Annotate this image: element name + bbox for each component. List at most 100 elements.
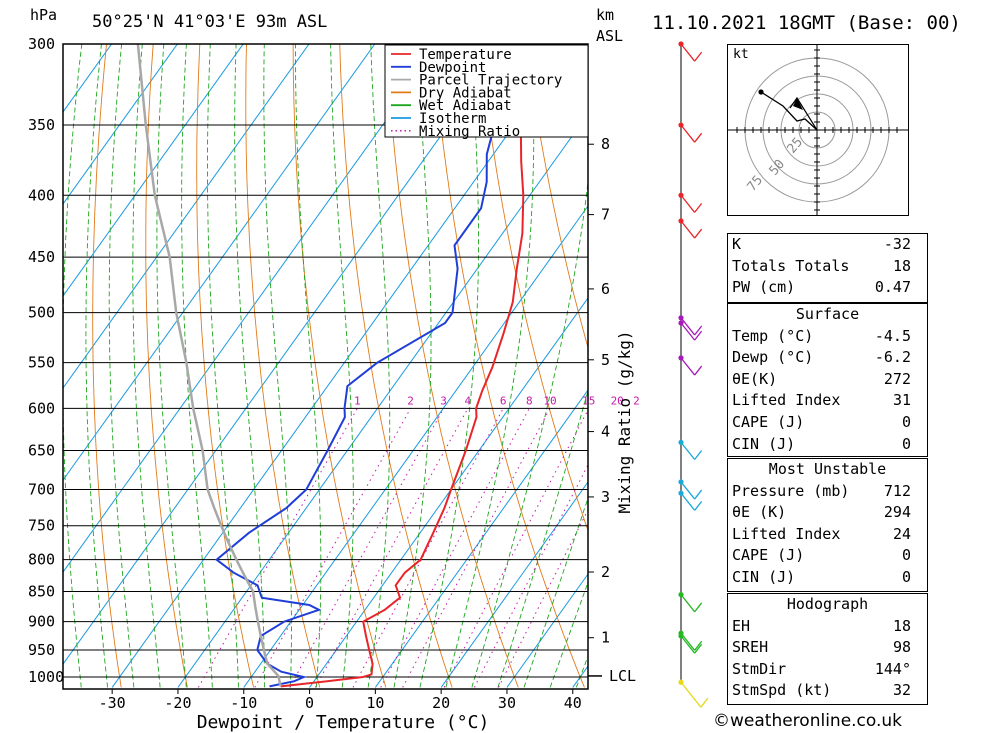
asl-label: ASL bbox=[596, 27, 624, 45]
x-axis-label: Dewpoint / Temperature (°C) bbox=[197, 712, 490, 733]
km-tick-label: 4 bbox=[601, 423, 610, 441]
isotherm-line bbox=[374, 389, 588, 688]
mu-pressure-value: 712 bbox=[883, 481, 911, 500]
surface-cape-label: CAPE (J) bbox=[732, 412, 805, 431]
isotherm-line bbox=[177, 113, 588, 688]
isotherm-line bbox=[63, 44, 179, 205]
wind-barb bbox=[680, 194, 696, 213]
pressure-tick-label: 550 bbox=[28, 354, 55, 372]
dry-adiabat-line bbox=[145, 44, 188, 688]
temperature-tick-label: 30 bbox=[498, 694, 516, 712]
pw-row: PW (cm) 0.47 bbox=[728, 277, 927, 299]
mixing-ratio-tick-label: 2 bbox=[407, 394, 414, 407]
mixing-ratio-line bbox=[197, 408, 358, 688]
wind-barb-flag bbox=[694, 602, 703, 613]
legend-entry-label: Parcel Trajectory bbox=[419, 73, 562, 89]
k-index-row: K -32 bbox=[728, 234, 927, 256]
pw-value: 0.47 bbox=[874, 278, 911, 297]
wind-barb bbox=[680, 492, 696, 511]
wet-adiabat-line bbox=[108, 44, 135, 688]
surface-theta-value: 272 bbox=[883, 369, 911, 388]
hodo-stats-title: Hodograph bbox=[786, 595, 869, 613]
most-unstable-box: Most Unstable Pressure (mb) 712 θE (K) 294… bbox=[727, 458, 928, 592]
stmdir-value: 144° bbox=[874, 659, 911, 678]
mu-cape-row: CAPE (J) 0 bbox=[728, 545, 927, 567]
mu-theta-value: 294 bbox=[883, 503, 911, 522]
most-unstable-title: Most Unstable bbox=[768, 460, 887, 478]
wind-barb bbox=[680, 322, 696, 341]
sreh-value: 98 bbox=[892, 638, 911, 657]
km-tick-label: 1 bbox=[601, 629, 610, 647]
km-tick-label: 8 bbox=[601, 135, 610, 153]
surface-cin-value: 0 bbox=[901, 434, 911, 453]
surface-cin-row: CIN (J) 0 bbox=[728, 434, 927, 456]
k-index-label: K bbox=[732, 235, 742, 253]
totals-label: Totals Totals bbox=[732, 256, 850, 275]
km-tick-label: 6 bbox=[601, 280, 610, 298]
hodograph-unit: kt bbox=[733, 47, 749, 62]
wind-barb bbox=[680, 635, 696, 654]
temperature-tick-label: -10 bbox=[230, 694, 257, 712]
mixing-ratio-tick-label: 6 bbox=[500, 394, 507, 407]
mixing-ratio-line bbox=[314, 408, 469, 688]
surface-li-label: Lifted Index bbox=[732, 391, 841, 410]
wet-adiabat-line bbox=[63, 44, 83, 688]
wet-adiabat-line bbox=[85, 44, 109, 688]
mu-li-label: Lifted Index bbox=[732, 524, 841, 543]
hodograph-start-dot bbox=[758, 89, 764, 95]
km-tick-label: 3 bbox=[601, 488, 610, 506]
surface-cape-value: 0 bbox=[901, 412, 911, 431]
isotherm-line bbox=[309, 297, 588, 688]
pressure-unit-label: hPa bbox=[30, 6, 58, 24]
legend-entry-label: Dry Adiabat bbox=[419, 85, 512, 101]
surface-temp-row: Temp (°C) -4.5 bbox=[728, 326, 927, 348]
temperature-tick-label: 20 bbox=[432, 694, 450, 712]
indices-box: K -32 Totals Totals 18 PW (cm) 0.47 bbox=[727, 233, 928, 303]
dry-adiabat-line bbox=[292, 44, 387, 688]
wind-barb-flag bbox=[694, 330, 703, 341]
dewpoint-profile bbox=[214, 44, 505, 688]
wind-barb bbox=[680, 317, 696, 336]
mixing-ratio-line bbox=[443, 408, 588, 688]
isotherm-line bbox=[63, 44, 442, 573]
isotherm-line bbox=[243, 205, 588, 688]
pressure-tick-label: 900 bbox=[28, 613, 55, 631]
wind-barb-flag bbox=[694, 365, 703, 376]
isotherm-line bbox=[440, 481, 588, 688]
pressure-tick-label: 700 bbox=[28, 480, 55, 498]
wind-profile bbox=[678, 41, 709, 708]
copyright-link[interactable]: ©weatheronline.co.uk bbox=[713, 711, 903, 731]
stmspd-value: 32 bbox=[892, 681, 911, 700]
wind-barb bbox=[680, 481, 696, 500]
skewt-diagram: 1234681015202530035040045050055060065070… bbox=[28, 35, 640, 733]
sreh-label: SREH bbox=[732, 638, 769, 657]
km-tick-label: 2 bbox=[601, 563, 610, 581]
wind-barb bbox=[680, 594, 696, 613]
surface-temp-label: Temp (°C) bbox=[732, 326, 814, 345]
stmspd-label: StmSpd (kt) bbox=[732, 681, 832, 700]
isotherm-line bbox=[506, 573, 588, 688]
hodograph-stats-box: Hodograph EH 18 SREH 98 StmDir 144° StmSpd … bbox=[727, 593, 928, 705]
surface-li-row: Lifted Index 31 bbox=[728, 390, 927, 412]
mixing-ratio-tick-label: 15 bbox=[582, 394, 595, 407]
k-index-value: -32 bbox=[883, 235, 911, 253]
mu-cin-value: 0 bbox=[901, 567, 911, 586]
mu-cape-label: CAPE (J) bbox=[732, 546, 805, 565]
mixing-ratio-tick-label: 3 bbox=[440, 394, 447, 407]
legend-entry-label: Temperature bbox=[419, 47, 512, 63]
wind-barb bbox=[680, 441, 696, 460]
wind-barb-flag bbox=[700, 697, 709, 708]
km-tick-label: 5 bbox=[601, 351, 610, 369]
dry-adiabat-line bbox=[525, 44, 588, 350]
wind-barb-flag bbox=[694, 325, 703, 336]
eh-row: EH 18 bbox=[728, 616, 927, 638]
mixing-ratio-tick-label: 4 bbox=[464, 394, 471, 407]
mixing-ratio-tick-label: 1 bbox=[354, 394, 361, 407]
plot-frame bbox=[62, 43, 589, 690]
wind-barb-flag bbox=[694, 132, 703, 143]
mu-cape-value: 0 bbox=[901, 546, 911, 565]
storm-motion-arrowhead bbox=[793, 98, 803, 110]
legend-entry-label: Wet Adiabat bbox=[419, 98, 512, 114]
